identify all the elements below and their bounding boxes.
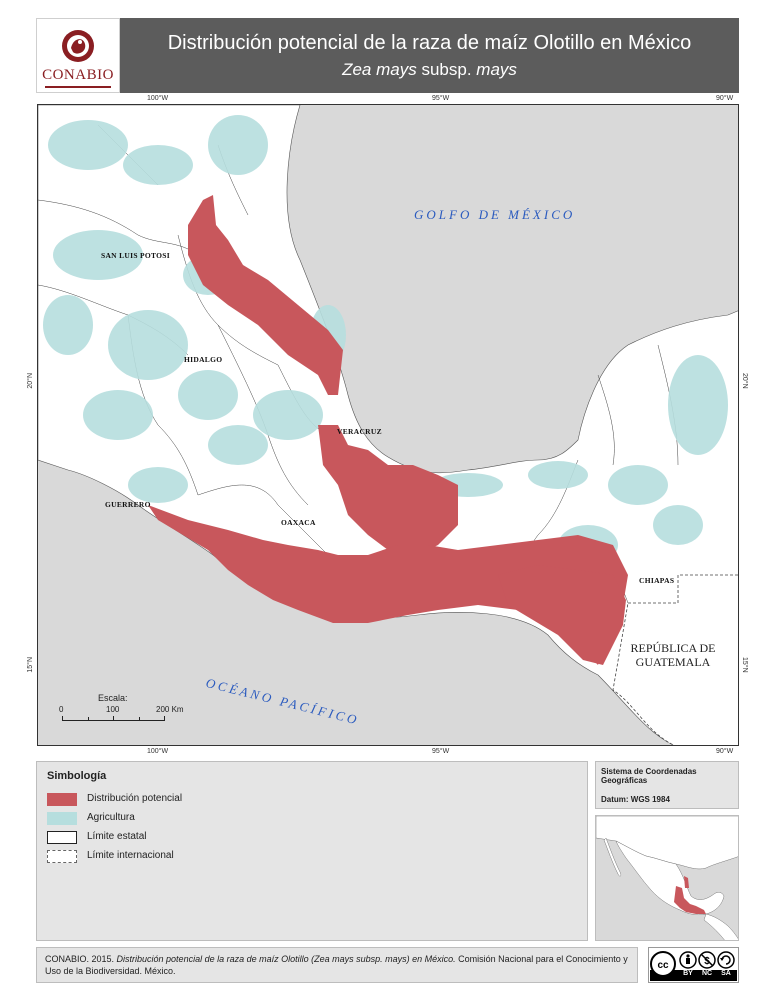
inset-mexico-landmass bbox=[615, 840, 725, 916]
scale-tick-200 bbox=[164, 716, 165, 721]
svg-text:$: $ bbox=[704, 956, 710, 967]
state-label-san-luis-potosi: SAN LUIS POTOSI bbox=[101, 251, 170, 260]
state-label-hidalgo: HIDALGO bbox=[184, 355, 223, 364]
distribution-region-veracruz bbox=[318, 425, 458, 555]
scale-tick-100 bbox=[113, 716, 114, 721]
gulf-of-mexico-label: GOLFO DE MÉXICO bbox=[414, 207, 576, 222]
scale-tick-150 bbox=[139, 717, 140, 721]
tick-bottom-95w: 95°W bbox=[432, 748, 450, 755]
scale-label-200: 200 Km bbox=[156, 705, 184, 714]
tick-bottom-100w: 100°W bbox=[147, 748, 169, 755]
tick-top-95w: 95°W bbox=[432, 95, 450, 102]
title-bar bbox=[36, 18, 739, 93]
logo-underline bbox=[45, 86, 111, 88]
guatemala-label: REPÚBLICA DE GUATEMALA bbox=[618, 641, 728, 669]
citation-text: CONABIO. 2015. Distribución potencial de… bbox=[45, 953, 631, 977]
legend-label-state-boundary: Límite estatal bbox=[87, 831, 147, 842]
datum-label: Datum: WGS 1984 bbox=[601, 795, 670, 804]
tick-top-100w: 100°W bbox=[147, 95, 169, 102]
distribution-layer bbox=[148, 195, 628, 665]
subtitle-variety: mays bbox=[476, 60, 517, 79]
subtitle-species: Zea mays bbox=[342, 60, 417, 79]
state-label-chiapas: CHIAPAS bbox=[639, 576, 675, 585]
guatemala-label-line2: GUATEMALA bbox=[635, 655, 711, 669]
distribution-region-chiapas bbox=[498, 565, 626, 665]
distribution-region-coast bbox=[148, 505, 628, 665]
license-label-nc: NC bbox=[701, 970, 713, 977]
license-label-by: BY bbox=[683, 970, 693, 977]
svg-text:cc: cc bbox=[657, 960, 669, 971]
legend-swatch-agriculture bbox=[47, 812, 77, 825]
inset-map-canvas bbox=[596, 816, 738, 940]
inset-map bbox=[595, 815, 739, 941]
legend-swatch-international-boundary bbox=[47, 850, 77, 863]
cc-badge-graphic: cc $ bbox=[649, 948, 738, 982]
scale-tick-50 bbox=[88, 717, 89, 721]
guatemala-label-line1: REPÚBLICA DE bbox=[630, 641, 716, 655]
map-subtitle: Zea mays subsp. mays bbox=[120, 60, 739, 80]
state-label-guerrero: GUERRERO bbox=[105, 500, 151, 509]
scale-label-0: 0 bbox=[59, 705, 64, 714]
legend-swatch-state-boundary bbox=[47, 831, 77, 844]
inset-central-america bbox=[703, 913, 738, 940]
distribution-region-north bbox=[188, 195, 343, 395]
legend-label-agriculture: Agricultura bbox=[87, 812, 135, 823]
tick-bottom-90w: 90°W bbox=[716, 748, 734, 755]
subtitle-subsp: subsp. bbox=[416, 60, 477, 79]
nc-icon: $ bbox=[698, 951, 716, 969]
map-canvas bbox=[38, 105, 738, 745]
logo-wordmark: CONABIO bbox=[42, 67, 114, 83]
tick-right-20n: 20°N bbox=[741, 373, 748, 389]
tick-left-20n: 20°N bbox=[27, 373, 34, 389]
tick-top-90w: 90°W bbox=[716, 95, 734, 102]
coordinate-system-panel: Sistema de Coordenadas Geográficas Datum… bbox=[595, 761, 739, 809]
license-label-sa: SA bbox=[721, 970, 731, 977]
legend-swatch-distribution bbox=[47, 793, 77, 806]
tick-right-15n: 15°N bbox=[741, 657, 748, 673]
citation-title: Distribución potencial de la raza de maí… bbox=[116, 954, 456, 964]
map-title: Distribución potencial de la raza de maí… bbox=[167, 32, 692, 54]
guatemala-landmass bbox=[612, 574, 738, 745]
state-label-oaxaca: OAXACA bbox=[281, 518, 316, 527]
legend-label-international-boundary: Límite internacional bbox=[87, 850, 174, 861]
tick-left-15n: 15°N bbox=[27, 657, 34, 673]
citation-prefix: CONABIO. 2015. bbox=[45, 954, 117, 964]
cc-license-badge[interactable]: cc $ BY NC SA bbox=[648, 947, 739, 983]
state-label-veracruz: VERACRUZ bbox=[337, 427, 382, 436]
sa-icon bbox=[717, 951, 735, 969]
scale-title: Escala: bbox=[98, 693, 128, 703]
by-icon bbox=[679, 951, 697, 969]
citation-suffix: Comisión Nacional para el Conocimiento y… bbox=[45, 954, 628, 976]
inset-distribution bbox=[674, 876, 706, 914]
coordinate-system-label: Sistema de Coordenadas Geográficas bbox=[601, 767, 697, 785]
agriculture-layer bbox=[43, 115, 728, 565]
scale-tick-0 bbox=[62, 716, 63, 721]
legend-label-distribution: Distribución potencial bbox=[87, 793, 183, 804]
legend-title: Simbología bbox=[47, 770, 107, 782]
inset-baja bbox=[603, 837, 622, 877]
scale-label-100: 100 bbox=[106, 705, 120, 714]
citation-panel: CONABIO. 2015. Distribución potencial de… bbox=[36, 947, 638, 983]
cc-icon: cc bbox=[650, 951, 676, 977]
legend-panel: Simbología Distribución potencial Agricu… bbox=[36, 761, 588, 941]
map-frame[interactable]: SAN LUIS POTOSI HIDALGO VERACRUZ GUERRER… bbox=[37, 104, 739, 746]
conabio-emblem-icon bbox=[62, 30, 94, 62]
conabio-logo: CONABIO bbox=[36, 18, 120, 93]
